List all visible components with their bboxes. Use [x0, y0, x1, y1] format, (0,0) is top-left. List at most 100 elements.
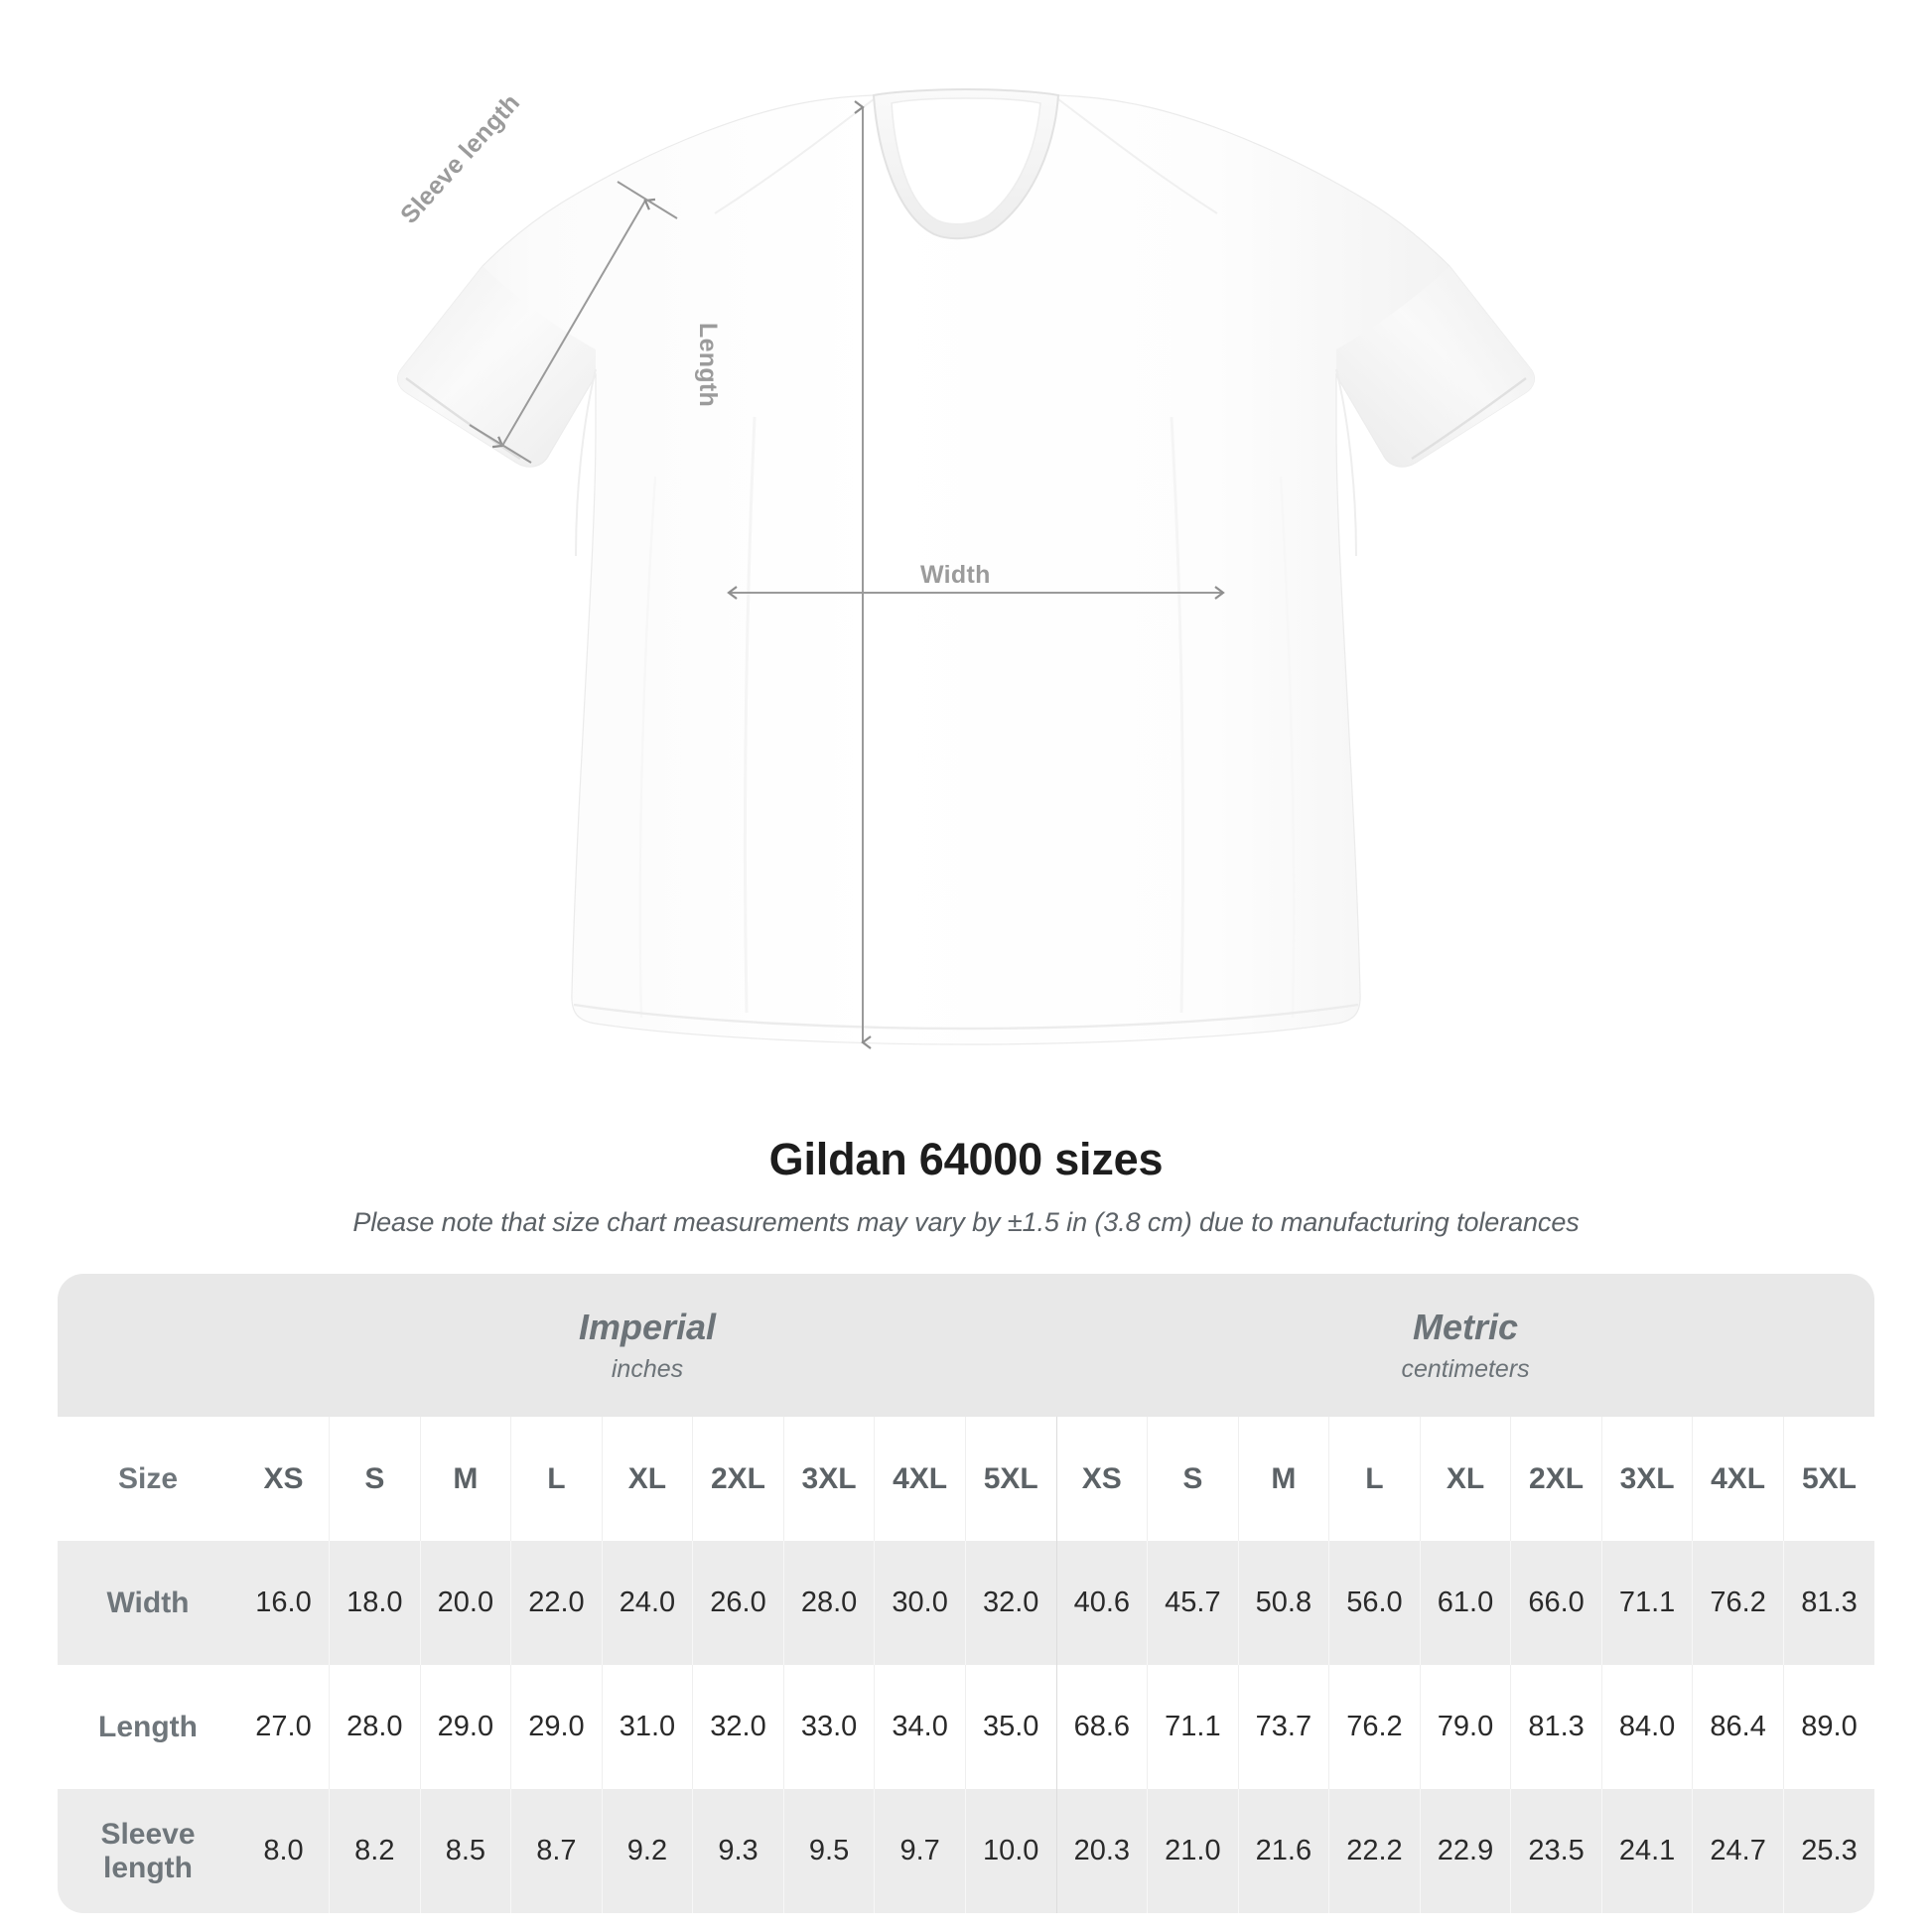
unit-header-spacer: [58, 1274, 238, 1417]
cell-imperial: 8.0: [238, 1789, 330, 1913]
unit-group-name: Imperial: [578, 1306, 717, 1347]
sleeve-tick-bottom: [469, 424, 532, 464]
cell-metric: 71.1: [1600, 1541, 1693, 1665]
cell-metric: 71.1: [1147, 1665, 1239, 1789]
size-header-imperial-5xl: 5XL: [964, 1417, 1057, 1541]
size-header-metric-xs: XS: [1055, 1417, 1148, 1541]
table-row: Length 27.0 28.0 29.0 29.0 31.0 32.0 33.0 34.0 35…: [58, 1665, 1875, 1789]
cell-metric: 45.7: [1147, 1541, 1239, 1665]
cell-metric: 56.0: [1328, 1541, 1421, 1665]
cell-imperial: 30.0: [874, 1541, 966, 1665]
cell-metric: 23.5: [1510, 1789, 1602, 1913]
size-header-metric-5xl: 5XL: [1782, 1417, 1875, 1541]
cell-imperial: 33.0: [782, 1665, 875, 1789]
row-label-length: Length: [58, 1665, 238, 1789]
cell-imperial: 8.5: [419, 1789, 511, 1913]
size-header-imperial-3xl: 3XL: [782, 1417, 875, 1541]
cell-imperial: 22.0: [510, 1541, 603, 1665]
cell-imperial: 31.0: [601, 1665, 693, 1789]
tolerance-note: Please note that size chart measurements…: [352, 1207, 1580, 1237]
cell-metric: 50.8: [1237, 1541, 1329, 1665]
cell-imperial: 9.5: [782, 1789, 875, 1913]
cell-imperial: 9.2: [601, 1789, 693, 1913]
row-label-sleeve-length: Sleeve length: [58, 1789, 238, 1913]
cell-metric: 73.7: [1237, 1665, 1329, 1789]
cell-metric: 66.0: [1510, 1541, 1602, 1665]
size-table-container: Imperial inches Metric centimeters Size XS S M L…: [58, 1274, 1875, 1913]
cell-imperial: 24.0: [601, 1541, 693, 1665]
cell-metric: 68.6: [1055, 1665, 1148, 1789]
cell-imperial: 20.0: [419, 1541, 511, 1665]
cell-imperial: 8.2: [329, 1789, 421, 1913]
cell-imperial: 18.0: [329, 1541, 421, 1665]
cell-metric: 76.2: [1692, 1541, 1784, 1665]
cell-imperial: 32.0: [964, 1541, 1057, 1665]
cell-imperial: 9.7: [874, 1789, 966, 1913]
row-label-width: Width: [58, 1541, 238, 1665]
cell-imperial: 34.0: [874, 1665, 966, 1789]
cell-imperial: 29.0: [510, 1665, 603, 1789]
cell-metric: 22.9: [1419, 1789, 1511, 1913]
width-annotation-label: Width: [920, 561, 991, 589]
size-header-metric-4xl: 4XL: [1692, 1417, 1784, 1541]
size-header-metric-m: M: [1237, 1417, 1329, 1541]
size-header-imperial-s: S: [329, 1417, 421, 1541]
cell-metric: 79.0: [1419, 1665, 1511, 1789]
size-header-row: Size XS S M L XL 2XL 3XL 4XL 5XL XS S M L XL 2XL 3XL 4XL 5…: [58, 1417, 1875, 1541]
size-header-metric-s: S: [1147, 1417, 1239, 1541]
cell-imperial: 10.0: [964, 1789, 1057, 1913]
chart-heading: Gildan 64000 sizes Please note that size…: [0, 1134, 1932, 1238]
cell-imperial: 35.0: [964, 1665, 1057, 1789]
sleeve-length-arrow: [491, 198, 656, 449]
cell-imperial: 32.0: [692, 1665, 784, 1789]
cell-imperial: 27.0: [238, 1665, 330, 1789]
size-header-metric-xl: XL: [1419, 1417, 1511, 1541]
size-header-imperial-4xl: 4XL: [874, 1417, 966, 1541]
cell-imperial: 9.3: [692, 1789, 784, 1913]
cell-imperial: 29.0: [419, 1665, 511, 1789]
cell-metric: 40.6: [1055, 1541, 1148, 1665]
table-row: Width 16.0 18.0 20.0 22.0 24.0 26.0 28.0 30.0 32.…: [58, 1541, 1875, 1665]
size-header-imperial-xl: XL: [601, 1417, 693, 1541]
tshirt-body-shape: [397, 87, 1535, 1045]
unit-group-metric: Metric centimeters: [1056, 1274, 1875, 1417]
cell-imperial: 26.0: [692, 1541, 784, 1665]
size-header-metric-l: L: [1328, 1417, 1421, 1541]
size-header-imperial-2xl: 2XL: [692, 1417, 784, 1541]
cell-metric: 21.6: [1237, 1789, 1329, 1913]
size-header-imperial-l: L: [510, 1417, 603, 1541]
size-table: Imperial inches Metric centimeters Size XS S M L…: [58, 1274, 1875, 1913]
cell-imperial: 16.0: [238, 1541, 330, 1665]
cell-metric: 84.0: [1600, 1665, 1693, 1789]
size-row-label: Size: [58, 1417, 238, 1541]
tshirt-diagram: Sleeve length Length Width: [395, 87, 1535, 1049]
cell-metric: 86.4: [1692, 1665, 1784, 1789]
cell-metric: 20.3: [1055, 1789, 1148, 1913]
sleeve-tick-top: [617, 181, 678, 219]
cell-imperial: 28.0: [782, 1541, 875, 1665]
cell-metric: 76.2: [1328, 1665, 1421, 1789]
length-annotation-label: Length: [694, 323, 722, 408]
size-header-metric-3xl: 3XL: [1600, 1417, 1693, 1541]
unit-group-header-row: Imperial inches Metric centimeters: [58, 1274, 1875, 1417]
unit-group-name: Metric: [1413, 1306, 1519, 1347]
page-title: Gildan 64000 sizes: [768, 1134, 1164, 1184]
cell-metric: 21.0: [1147, 1789, 1239, 1913]
cell-metric: 61.0: [1419, 1541, 1511, 1665]
cell-metric: 81.3: [1510, 1665, 1602, 1789]
cell-metric: 81.3: [1782, 1541, 1875, 1665]
size-header-imperial-m: M: [419, 1417, 511, 1541]
cell-metric: 25.3: [1782, 1789, 1875, 1913]
unit-group-imperial: Imperial inches: [238, 1274, 1057, 1417]
size-header-metric-2xl: 2XL: [1510, 1417, 1602, 1541]
cell-imperial: 28.0: [329, 1665, 421, 1789]
cell-imperial: 8.7: [510, 1789, 603, 1913]
table-row: Sleeve length 8.0 8.2 8.5 8.7 9.2 9.3 9.5 9.7 10.…: [58, 1789, 1875, 1913]
tshirt-illustration: [397, 87, 1535, 1049]
size-header-imperial-xs: XS: [238, 1417, 330, 1541]
unit-group-unit: centimeters: [1401, 1355, 1530, 1384]
cell-metric: 89.0: [1782, 1665, 1875, 1789]
cell-metric: 24.7: [1692, 1789, 1784, 1913]
measurement-arrows: [469, 100, 1225, 1049]
